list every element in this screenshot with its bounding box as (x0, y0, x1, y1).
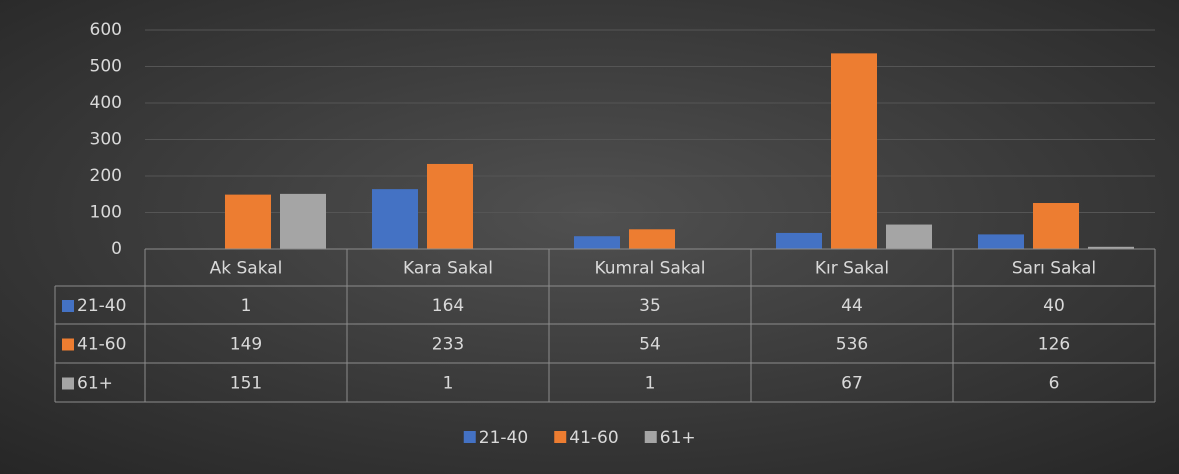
bar (831, 53, 877, 249)
x-tick-label: Ak Sakal (210, 259, 283, 279)
table-series-name: 41-60 (77, 335, 126, 355)
table-cell: 151 (230, 374, 262, 394)
legend-key (554, 431, 567, 443)
table-cell: 44 (841, 296, 863, 316)
table-series-name: 21-40 (77, 296, 126, 316)
table-series-name: 61+ (77, 374, 113, 394)
y-tick-label: 600 (90, 20, 122, 40)
y-tick-label: 0 (111, 239, 122, 259)
table-cell: 67 (841, 374, 863, 394)
table-cell: 54 (639, 335, 661, 355)
bar (978, 234, 1024, 249)
table-cell: 233 (432, 335, 464, 355)
table-cell: 1 (241, 296, 252, 316)
bar (1088, 246, 1134, 249)
bar (776, 232, 822, 249)
table-cell: 35 (639, 296, 661, 316)
y-tick-label: 100 (90, 203, 122, 223)
x-tick-label: Sarı Sakal (1012, 259, 1096, 279)
table-legend-key (62, 377, 74, 390)
legend-key (644, 431, 657, 443)
table-cell: 164 (432, 296, 464, 316)
y-tick-label: 200 (90, 166, 122, 186)
table-legend-key (62, 300, 74, 312)
table-legend-key (62, 338, 74, 351)
bar (629, 229, 675, 249)
legend-label: 41-60 (569, 428, 618, 448)
bar (886, 224, 932, 249)
table-cell: 1 (443, 374, 454, 394)
y-tick-label: 400 (90, 93, 122, 113)
x-tick-label: Kara Sakal (403, 259, 493, 279)
table-cell: 6 (1049, 374, 1060, 394)
legend-key (463, 431, 476, 443)
bar (1033, 203, 1079, 249)
x-tick-label: Kır Sakal (815, 259, 889, 279)
bar (280, 193, 326, 249)
x-tick-label: Kumral Sakal (594, 259, 705, 279)
bar (225, 194, 271, 249)
y-tick-label: 300 (90, 130, 122, 150)
table-cell: 149 (230, 335, 262, 355)
table-cell: 1 (645, 374, 656, 394)
bar (574, 236, 620, 249)
bar (372, 189, 418, 249)
legend-label: 21-40 (479, 428, 528, 448)
bar (427, 163, 473, 249)
table-cell: 536 (836, 335, 868, 355)
table-cell: 126 (1038, 335, 1070, 355)
legend-label: 61+ (660, 428, 696, 448)
y-tick-label: 500 (90, 57, 122, 77)
table-cell: 40 (1043, 296, 1065, 316)
